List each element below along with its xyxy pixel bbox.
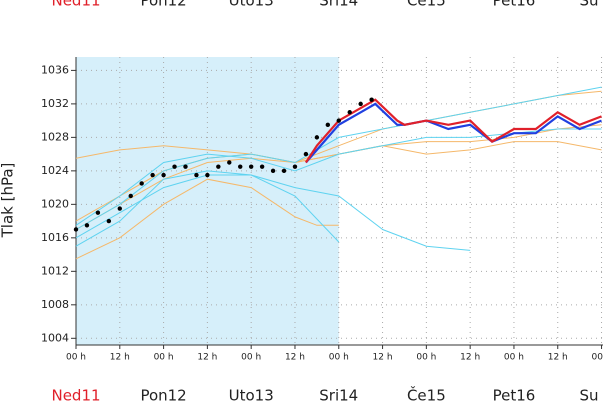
observation-dot	[358, 101, 363, 107]
day-label: Ned11	[51, 387, 100, 405]
day-label: Su	[579, 0, 598, 10]
observation-dot	[95, 210, 101, 215]
y-tick-label: 1028	[41, 130, 69, 143]
day-label: Če15	[407, 386, 446, 405]
observation-dot	[248, 164, 254, 169]
x-tick-label: 00 h	[66, 353, 86, 363]
observation-dot	[205, 172, 210, 178]
x-tick-label: 00 h	[241, 353, 261, 363]
y-axis-label: Tlak [hPa]	[0, 163, 17, 239]
day-label: Uto13	[229, 0, 274, 10]
observation-dot	[369, 97, 374, 102]
observation-dot	[270, 168, 276, 174]
y-tick-label: 1016	[41, 231, 69, 244]
day-label: Uto13	[229, 387, 274, 405]
observation-dot	[259, 164, 265, 169]
observation-dot	[150, 172, 155, 178]
observation-dot	[172, 164, 177, 169]
observation-dot	[106, 218, 112, 224]
day-label: Su	[579, 387, 598, 405]
observation-dot	[139, 181, 144, 186]
day-label: Pet16	[493, 0, 536, 10]
x-tick-label: 12 h	[548, 353, 568, 363]
y-tick-label: 1012	[41, 264, 69, 277]
series-line	[75, 178, 339, 260]
day-label: Sri14	[319, 0, 358, 10]
observation-dot	[314, 135, 320, 140]
x-tick-label: 00 h	[592, 353, 603, 363]
observation-dot	[216, 164, 221, 169]
observation-dot	[161, 172, 166, 178]
y-tick-label: 1004	[41, 331, 69, 344]
observation-dot	[347, 110, 352, 115]
series-line	[305, 102, 602, 164]
observation-dot	[117, 206, 122, 211]
x-tick-label: 12 h	[285, 353, 305, 363]
observation-dot	[128, 193, 133, 199]
observation-dot	[292, 164, 298, 169]
y-tick-label: 1008	[41, 298, 69, 311]
x-tick-label: 12 h	[373, 353, 393, 363]
day-label: Če15	[407, 0, 446, 10]
day-label: Pet16	[493, 387, 536, 405]
observation-dot	[336, 118, 341, 123]
series-line	[75, 86, 602, 230]
x-tick-label: 12 h	[460, 353, 480, 363]
observation-dot	[325, 122, 331, 128]
day-label: Pon12	[140, 387, 186, 405]
x-tick-label: 00 h	[504, 353, 524, 363]
observation-dot	[183, 164, 188, 169]
x-tick-label: 00 h	[154, 353, 174, 363]
y-tick-label: 1020	[41, 197, 69, 210]
series-line	[75, 170, 340, 247]
y-tick-label: 1024	[41, 164, 69, 177]
observation-dot	[194, 172, 199, 178]
observation-dot	[303, 151, 309, 157]
observation-dot	[281, 168, 287, 174]
x-tick-label: 00 h	[329, 353, 349, 363]
observation-dot	[238, 164, 243, 169]
y-tick-label: 1036	[41, 63, 69, 76]
observation-dot	[227, 160, 232, 165]
x-tick-label: 00 h	[416, 353, 436, 363]
y-tick-label: 1032	[41, 97, 69, 110]
x-tick-label: 12 h	[197, 353, 217, 363]
x-tick-label: 12 h	[110, 353, 130, 363]
observation-dot	[73, 227, 79, 232]
series-line	[304, 98, 602, 164]
day-label: Sri14	[319, 387, 358, 405]
day-label: Ned11	[51, 0, 100, 10]
day-label: Pon12	[140, 0, 186, 10]
observation-dot	[84, 223, 90, 228]
